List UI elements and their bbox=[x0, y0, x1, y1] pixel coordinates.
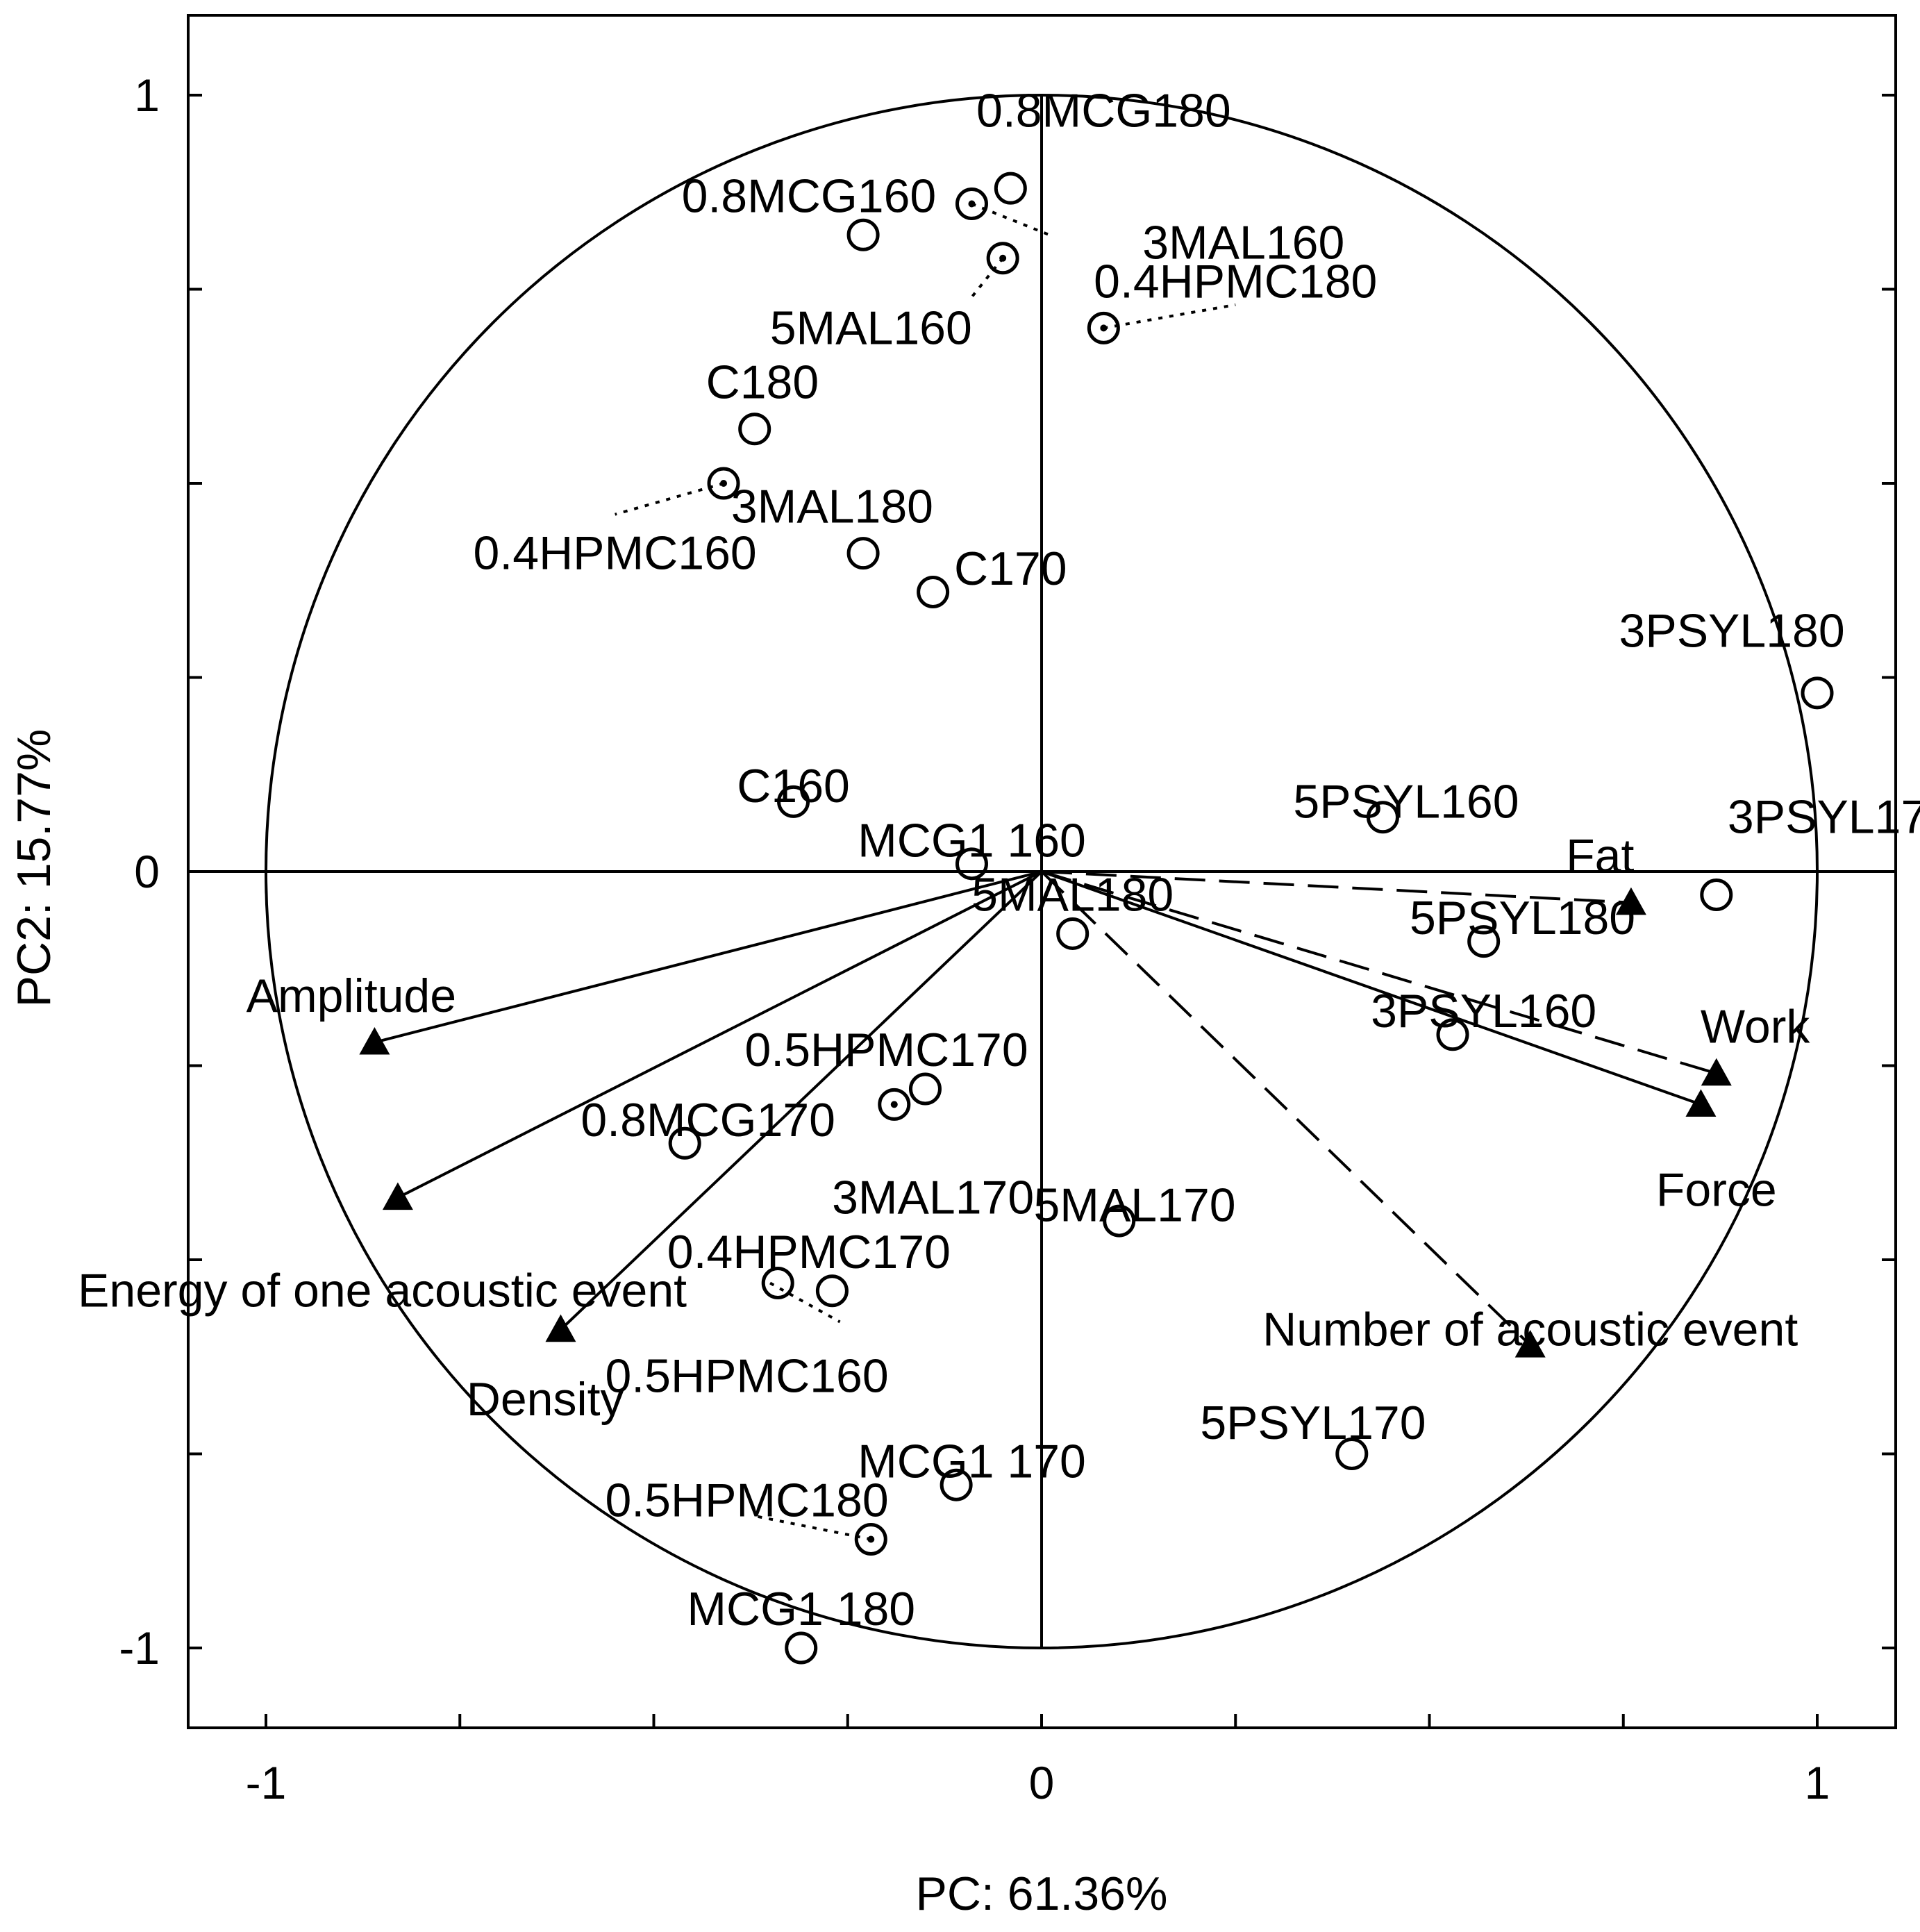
sample-point bbox=[1801, 676, 1834, 710]
leader-line bbox=[971, 202, 1050, 237]
sample-point-center bbox=[720, 480, 728, 487]
sample-point bbox=[955, 847, 988, 881]
sample-label: 3MAL180 bbox=[731, 481, 933, 533]
variable-vector bbox=[560, 870, 1043, 1331]
sample-point bbox=[955, 188, 988, 221]
variable-marker bbox=[1701, 1058, 1732, 1086]
sample-point bbox=[815, 1274, 849, 1308]
sample-label: 0.8MCG180 bbox=[976, 84, 1231, 137]
sample-label: C160 bbox=[737, 760, 850, 813]
sample-point bbox=[994, 172, 1027, 205]
sample-label: 5PSYL160 bbox=[1293, 775, 1519, 828]
x-tick-label: 1 bbox=[1805, 1757, 1830, 1808]
x-tick-label: 0 bbox=[1029, 1757, 1055, 1808]
sample-label: MCG1 170 bbox=[858, 1435, 1086, 1488]
variable-vector bbox=[1040, 870, 1532, 1347]
variable-marker bbox=[382, 1182, 413, 1210]
sample-point bbox=[878, 1088, 911, 1121]
y-tick-label: 0 bbox=[134, 846, 160, 897]
sample-point bbox=[908, 1072, 942, 1106]
sample-label: 0.5HPMC160 bbox=[605, 1350, 888, 1403]
sample-point bbox=[940, 1468, 973, 1501]
sample-point bbox=[1436, 1018, 1469, 1051]
sample-label: 0.4HPMC170 bbox=[667, 1226, 951, 1279]
sample-label: 0.4HPMC160 bbox=[474, 527, 757, 580]
sample-label: C180 bbox=[706, 356, 819, 409]
sample-point bbox=[846, 537, 880, 570]
variable-label: Density bbox=[467, 1373, 624, 1426]
sample-label: 0.4HPMC180 bbox=[1094, 255, 1377, 308]
sample-point-center bbox=[999, 254, 1007, 262]
sample-label: C170 bbox=[954, 542, 1067, 595]
sample-label: 0.5HPMC170 bbox=[744, 1024, 1028, 1076]
variable-marker bbox=[545, 1314, 576, 1342]
sample-point bbox=[1467, 925, 1501, 958]
leader-line bbox=[1103, 303, 1236, 330]
variable-marker bbox=[359, 1026, 390, 1055]
sample-point bbox=[917, 576, 950, 609]
variable-marker bbox=[1685, 1089, 1717, 1117]
sample-label: 0.8MCG170 bbox=[581, 1094, 835, 1147]
variable-marker bbox=[1615, 887, 1646, 915]
sample-point-center bbox=[968, 200, 976, 208]
sample-label: 3MAL170 bbox=[832, 1172, 1034, 1224]
leader-line bbox=[754, 1514, 871, 1541]
variable-vector bbox=[1041, 870, 1717, 1075]
sample-label: 3MAL160 bbox=[1142, 216, 1344, 269]
sample-label: 3PSYL170 bbox=[1728, 791, 1920, 844]
sample-point bbox=[1335, 1438, 1369, 1470]
sample-label: 0.5HPMC180 bbox=[605, 1474, 888, 1527]
variable-label: Number of acoustic event bbox=[1262, 1304, 1798, 1356]
leader-line bbox=[769, 1281, 841, 1324]
sample-label: 0.8MCG160 bbox=[682, 169, 937, 222]
sample-label: 5MAL180 bbox=[971, 869, 1174, 922]
sample-point bbox=[1700, 878, 1733, 912]
sample-point bbox=[986, 242, 1019, 275]
sample-point bbox=[846, 218, 880, 251]
variable-label: Energy of one acoustic event bbox=[78, 1265, 687, 1317]
sample-point bbox=[1056, 917, 1090, 950]
variable-vector bbox=[1041, 870, 1702, 1106]
variable-vector bbox=[396, 870, 1042, 1199]
variable-vector bbox=[374, 870, 1042, 1044]
variable-label: Fat bbox=[1566, 830, 1634, 883]
sample-point bbox=[761, 1267, 794, 1300]
y-tick-label: -1 bbox=[119, 1622, 160, 1674]
sample-label: MCG1 160 bbox=[858, 814, 1086, 867]
variable-label: Work bbox=[1701, 1001, 1810, 1054]
y-tick-label: 1 bbox=[134, 69, 160, 121]
x-tick-label: -1 bbox=[246, 1757, 287, 1808]
sample-point bbox=[668, 1126, 701, 1160]
sample-point bbox=[1103, 1204, 1136, 1238]
sample-point-center bbox=[867, 1535, 875, 1543]
sample-label: 5MAL170 bbox=[1033, 1179, 1235, 1232]
sample-point bbox=[1366, 801, 1399, 834]
variable-vector bbox=[1041, 870, 1632, 904]
variable-marker bbox=[1514, 1329, 1546, 1358]
sample-point bbox=[777, 785, 810, 818]
sample-point bbox=[1087, 311, 1120, 344]
sample-label: 5MAL160 bbox=[770, 301, 972, 354]
sample-label: 3PSYL180 bbox=[1619, 604, 1845, 657]
sample-point-center bbox=[890, 1101, 898, 1108]
sample-label: 5PSYL170 bbox=[1200, 1397, 1426, 1449]
sample-label: MCG1 180 bbox=[687, 1583, 915, 1635]
leader-line bbox=[970, 257, 1004, 298]
y-axis-title: PC2: 15.77% bbox=[8, 729, 60, 1008]
sample-point bbox=[854, 1522, 887, 1556]
sample-point bbox=[738, 413, 771, 446]
leader-line bbox=[615, 482, 724, 516]
x-axis-title: PC: 61.36% bbox=[916, 1867, 1168, 1920]
sample-point-center bbox=[1100, 324, 1108, 332]
sample-label: 5PSYL180 bbox=[1410, 892, 1635, 944]
variable-label: Amplitude bbox=[247, 969, 456, 1022]
variable-label: Force bbox=[1656, 1163, 1777, 1216]
sample-point bbox=[785, 1631, 818, 1665]
sample-label: 3PSYL160 bbox=[1371, 985, 1596, 1038]
sample-point bbox=[707, 467, 740, 500]
